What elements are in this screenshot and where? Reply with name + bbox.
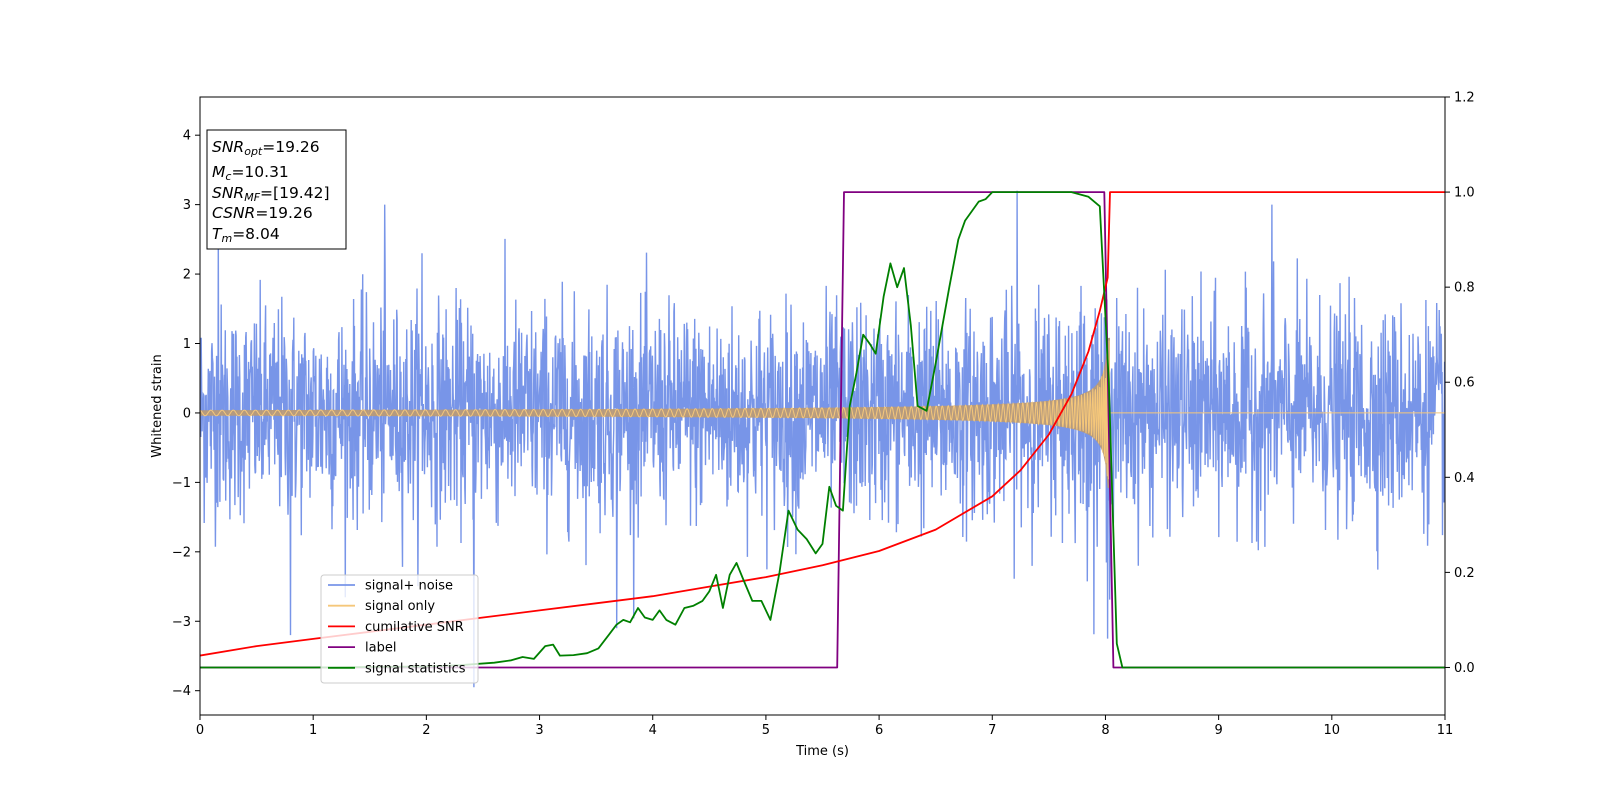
y-right-tick-label: 0.0 (1454, 661, 1475, 676)
legend-label: signal statistics (365, 661, 466, 676)
x-tick-label: 7 (988, 723, 996, 738)
y-right-tick-label: 1.2 (1454, 91, 1475, 106)
legend-label: cumilative SNR (365, 620, 464, 635)
legend-label: signal+ noise (365, 579, 453, 594)
y-left-tick-label: 0 (183, 406, 191, 421)
x-tick-label: 10 (1324, 723, 1341, 738)
y-left-tick-label: −1 (172, 476, 191, 491)
y-left-tick-label: 2 (183, 268, 191, 283)
x-tick-label: 4 (649, 723, 657, 738)
annotation-snr-opt: SNRopt=19.26 (212, 138, 320, 158)
y-right-tick-label: 1.0 (1454, 186, 1475, 201)
x-tick-label: 8 (1101, 723, 1109, 738)
y-left-tick-label: 4 (183, 129, 191, 144)
x-tick-label: 5 (762, 723, 770, 738)
x-tick-label: 9 (1214, 723, 1222, 738)
x-tick-label: 1 (309, 723, 317, 738)
y-right-tick-label: 0.8 (1454, 281, 1475, 296)
y-left-tick-label: −4 (172, 684, 191, 699)
annotation-mc: Mc=10.31 (212, 163, 289, 183)
y-left-tick-label: 3 (183, 198, 191, 213)
annotation-snr-mf: SNRMF=[19.42] (212, 184, 330, 204)
x-tick-label: 6 (875, 723, 883, 738)
x-tick-label: 2 (422, 723, 430, 738)
y-right-tick-label: 0.6 (1454, 376, 1475, 391)
x-tick-label: 3 (535, 723, 543, 738)
annotation-csnr: CSNR=19.26 (212, 204, 313, 222)
y-left-tick-label: −2 (172, 545, 191, 560)
series-line-signal-statistics (200, 191, 1445, 669)
x-tick-label: 11 (1437, 723, 1454, 738)
y-axis-label: Whitened strain (150, 354, 165, 457)
y-left-tick-label: −3 (172, 615, 191, 630)
annotation-tm: Tm=8.04 (212, 225, 280, 245)
noise-series-layer (200, 190, 1445, 688)
x-axis-label: Time (s) (795, 744, 849, 759)
series-line-signal-only (200, 340, 1445, 480)
x-tick-label: 0 (196, 723, 204, 738)
legend: signal+ noise signal only cumilative SNR la… (320, 574, 479, 684)
y-left-tick-label: 1 (183, 337, 191, 352)
legend-frame (320, 574, 479, 684)
legend-label: signal only (365, 599, 435, 614)
annotation-box: SNRopt=19.26 Mc=10.31SNRMF=[19.42]CSNR=19… (206, 129, 347, 250)
y-right-tick-label: 0.4 (1454, 471, 1475, 486)
axes-layer: 0 1 2 3 4 5 6 7 8 9 10 11 −4 −3 −2 −1 0 1 2 3 4 0.0 0.2 0.4 0.6 0… (150, 91, 1475, 760)
y-right-tick-label: 0.2 (1454, 566, 1475, 581)
signal-series-layer (200, 337, 1445, 489)
annotation-frame (206, 129, 347, 250)
legend-label: label (365, 641, 396, 656)
plot-frame (199, 96, 1446, 716)
series-line-signal-plus-noise (200, 190, 1445, 688)
